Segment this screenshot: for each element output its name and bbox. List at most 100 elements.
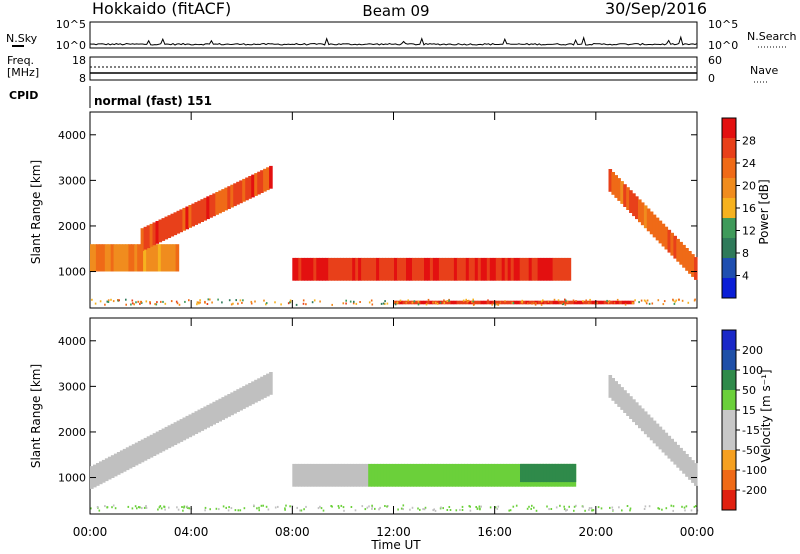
data-cell (495, 257, 500, 281)
data-cell (500, 463, 505, 487)
data-cell (221, 397, 225, 420)
speckle (134, 505, 137, 508)
speckle (311, 301, 314, 304)
data-cell (432, 300, 437, 305)
speckle (230, 507, 233, 510)
speckle (657, 299, 660, 302)
data-cell (624, 300, 629, 305)
data-cell (537, 300, 542, 305)
data-cell (209, 403, 213, 427)
data-cell (503, 463, 508, 487)
speckle (371, 507, 373, 510)
data-cell (334, 257, 338, 281)
speckle (209, 508, 211, 511)
time-axis: 00:00 04:00 08:00 12:00 16:00 20:00 00:00 (73, 112, 714, 539)
speckle (670, 504, 673, 507)
data-cell (269, 372, 273, 395)
data-cell (110, 455, 115, 478)
velocity-colorbar: -200 -100 -50 -15 15 50 100 200 (721, 329, 767, 511)
data-cell (408, 300, 413, 305)
data-cell (411, 300, 416, 305)
data-cell (661, 429, 666, 453)
data-cell (531, 463, 536, 483)
colorbar-swatch (722, 390, 736, 410)
data-cell (483, 257, 488, 281)
data-cell (266, 167, 270, 191)
data-cell (409, 257, 413, 281)
freq-label-2: [MHz] (7, 66, 39, 79)
data-cell (383, 463, 387, 487)
data-cell (480, 300, 485, 305)
data-cell (618, 300, 623, 305)
x-tick-label: 04:00 (174, 525, 209, 539)
data-cell (227, 394, 231, 417)
speckle (530, 507, 532, 510)
data-cell (356, 463, 360, 487)
speckle (417, 303, 420, 306)
data-cell (248, 176, 252, 199)
data-cell (501, 300, 506, 305)
data-cell (443, 463, 447, 487)
speckle (178, 303, 181, 306)
data-cell (444, 300, 449, 305)
data-cell (405, 300, 410, 305)
data-cell (380, 463, 384, 487)
data-cell (382, 257, 386, 281)
data-cell (143, 226, 148, 250)
data-cell (402, 300, 407, 305)
speckle (479, 507, 481, 510)
data-cell (504, 257, 509, 281)
speckle (672, 298, 674, 301)
data-cell (418, 257, 422, 281)
data-cell (425, 463, 429, 487)
speckle (640, 299, 643, 302)
speckle (672, 505, 675, 508)
speckle (313, 299, 316, 302)
y-tick-label: 4000 (58, 335, 86, 348)
data-cell (566, 463, 571, 483)
speckle (112, 300, 115, 303)
data-cell (620, 387, 624, 410)
speckle (317, 507, 320, 510)
data-cell (263, 168, 267, 192)
data-cell (655, 423, 660, 447)
data-cell (611, 378, 615, 401)
speckle (342, 506, 345, 509)
data-cell (266, 373, 270, 397)
data-cell (406, 257, 410, 281)
data-cell (331, 257, 335, 281)
data-cell (292, 463, 296, 487)
speckle (526, 507, 529, 510)
data-cell (479, 463, 483, 487)
speckle (564, 298, 566, 301)
x-tick-label: 12:00 (376, 525, 411, 539)
speckle (366, 506, 369, 509)
data-cell (365, 463, 369, 487)
data-cell (459, 300, 464, 305)
speckle (472, 300, 475, 303)
noise-right-label: N.Search (747, 30, 797, 43)
x-tick-label: 08:00 (275, 525, 310, 539)
data-cell (661, 223, 666, 247)
data-cell (399, 300, 404, 305)
data-cell (206, 196, 210, 220)
speckle (258, 506, 260, 509)
speckle (521, 301, 523, 303)
speckle (597, 506, 600, 509)
speckle (512, 505, 515, 508)
data-cell (609, 300, 614, 305)
speckle (681, 299, 684, 302)
speckle (511, 301, 514, 304)
speckle (535, 302, 537, 305)
data-cell (585, 300, 590, 305)
colorbar-swatch (722, 198, 736, 218)
data-cell (640, 202, 645, 226)
speckle (608, 300, 611, 303)
speckle (118, 299, 120, 302)
speckle (690, 509, 693, 512)
speckle (629, 509, 631, 512)
data-cell (561, 300, 566, 305)
data-cell (128, 244, 132, 272)
data-cell (224, 395, 228, 419)
speckle (448, 299, 450, 302)
